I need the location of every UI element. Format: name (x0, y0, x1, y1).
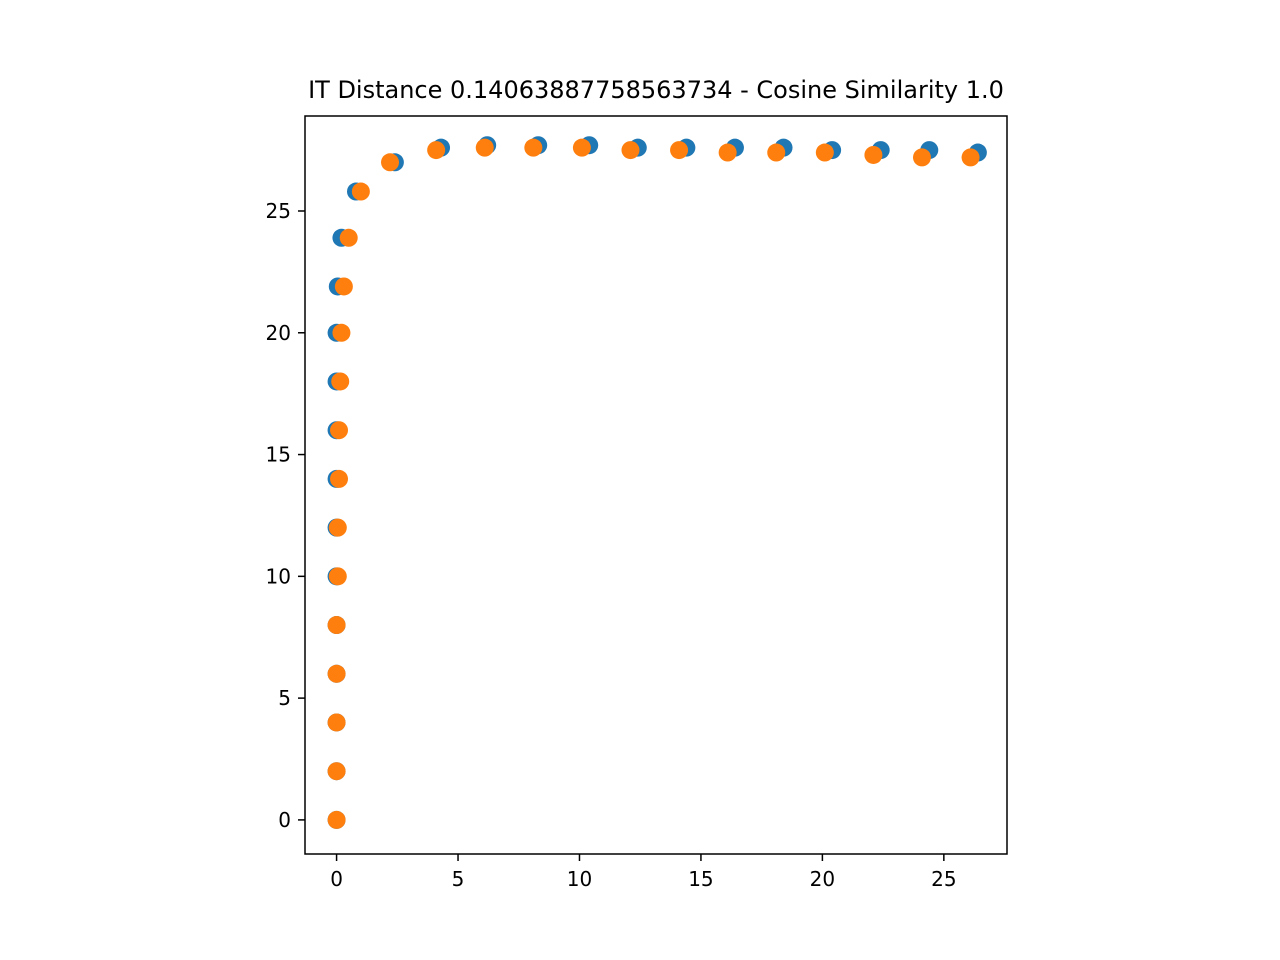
series-2-point (331, 372, 350, 391)
x-axis-ticks: 0 5 10 15 20 25 (330, 854, 957, 891)
series-2-point (961, 148, 980, 167)
x-tick-label: 25 (931, 867, 956, 891)
series-2-point (328, 518, 347, 537)
y-tick-label: 20 (266, 321, 291, 345)
data-points (327, 136, 987, 829)
y-tick-label: 15 (266, 443, 291, 467)
series-2-point (912, 148, 931, 167)
x-tick-label: 15 (688, 867, 713, 891)
x-tick-label: 0 (330, 867, 343, 891)
y-axis-ticks: 0 5 10 15 20 25 (266, 199, 305, 832)
series-2-point (339, 228, 358, 247)
series-2-point (330, 469, 349, 488)
x-tick-label: 5 (452, 867, 465, 891)
series-2-point (670, 141, 689, 160)
series-2-point (327, 762, 346, 781)
series-2-point (334, 277, 353, 296)
series-2-point (327, 810, 346, 829)
plot-area-frame (304, 115, 1008, 855)
series-2-point (475, 138, 494, 157)
series-2-point (572, 138, 591, 157)
series-2-points (327, 138, 980, 829)
series-2-point (864, 145, 883, 164)
series-2-point (351, 182, 370, 201)
series-2-point (815, 143, 834, 162)
series-2-point (767, 143, 786, 162)
series-2-point (328, 567, 347, 586)
series-2-point (330, 421, 349, 440)
series-2-point (427, 141, 446, 160)
series-2-point (621, 141, 640, 160)
x-tick-label: 10 (567, 867, 592, 891)
x-tick-label: 20 (810, 867, 835, 891)
y-tick-label: 5 (278, 686, 291, 710)
y-tick-label: 10 (266, 564, 291, 588)
series-2-point (718, 143, 737, 162)
series-2-point (381, 153, 400, 172)
series-2-point (332, 323, 351, 342)
series-2-point (327, 616, 346, 635)
series-2-point (327, 664, 346, 683)
y-tick-label: 0 (278, 808, 291, 832)
chart-title: IT Distance 0.14063887758563734 - Cosine… (308, 76, 1004, 104)
series-2-point (524, 138, 543, 157)
series-2-point (327, 713, 346, 732)
y-tick-label: 25 (266, 199, 291, 223)
